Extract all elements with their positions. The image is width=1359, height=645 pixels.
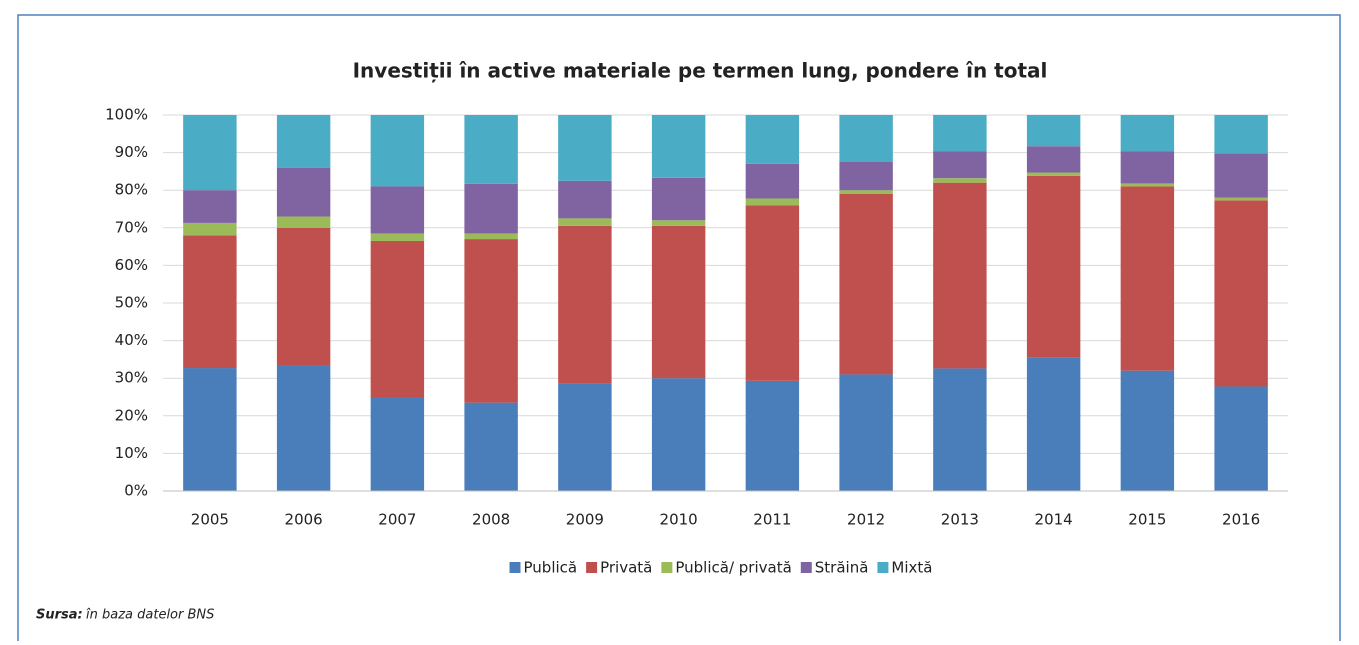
bar-segment	[276, 227, 331, 366]
x-tick-label: 2015	[1128, 511, 1166, 529]
bar-segment	[1026, 175, 1081, 358]
bar-segment	[933, 182, 987, 369]
bar-segment	[183, 190, 237, 223]
bar-segment	[651, 115, 706, 178]
legend-swatch	[586, 562, 598, 573]
bar-segment	[1120, 186, 1175, 371]
x-tick-label: 2014	[1035, 511, 1073, 529]
bar-segment	[370, 397, 425, 491]
bar-segment	[1214, 197, 1268, 201]
bar-segment	[464, 402, 518, 491]
bar-segment	[839, 193, 893, 375]
y-tick-label: 40%	[115, 331, 148, 349]
bar-segment	[558, 383, 612, 491]
y-tick-label: 10%	[115, 444, 148, 462]
bar-segment	[1026, 146, 1081, 173]
bar-segment	[933, 368, 987, 491]
bar-segment	[933, 151, 987, 179]
bar-segment	[651, 177, 706, 221]
x-tick-label: 2006	[285, 511, 323, 529]
bar-segment	[745, 163, 800, 199]
y-tick-label: 30%	[115, 369, 148, 387]
bar-segment	[558, 218, 612, 226]
bar-segment	[183, 368, 237, 491]
bar-segment	[745, 198, 800, 206]
y-tick-label: 70%	[115, 218, 148, 236]
bar-segment	[1120, 370, 1175, 491]
bar-segment	[839, 115, 893, 162]
bar-segment	[933, 115, 987, 152]
bar-segment	[276, 115, 331, 168]
bar-segment	[651, 220, 706, 226]
bar-segment	[1214, 115, 1268, 154]
legend-label: Publică	[524, 559, 578, 577]
y-tick-label: 0%	[124, 482, 148, 500]
y-tick-label: 50%	[115, 294, 148, 312]
bar-segment	[370, 115, 425, 187]
bar-segment	[183, 235, 237, 369]
x-tick-label: 2008	[472, 511, 510, 529]
bar-segment	[1214, 200, 1268, 387]
bar-segment	[370, 186, 425, 234]
chart-title: Investiții în active materiale pe termen…	[353, 59, 1048, 83]
bar-segment	[839, 162, 893, 191]
legend-label: Străină	[815, 559, 869, 577]
x-tick-label: 2007	[378, 511, 416, 529]
bar-segment	[464, 239, 518, 403]
bar-segment	[1214, 153, 1268, 198]
x-tick-label: 2013	[941, 511, 979, 529]
legend-swatch	[800, 562, 812, 573]
source-label: Sursa:	[36, 608, 83, 623]
bar-segment	[745, 380, 800, 491]
bar-segment	[651, 378, 706, 491]
x-tick-label: 2012	[847, 511, 885, 529]
bar-segment	[839, 374, 893, 491]
x-tick-label: 2010	[660, 511, 698, 529]
bar-segment	[1026, 115, 1081, 147]
bar-segment	[276, 167, 331, 217]
bar-segment	[1026, 172, 1081, 176]
bar-segment	[1214, 386, 1268, 491]
legend-label: Publică/ privată	[675, 559, 791, 577]
y-tick-label: 90%	[115, 143, 148, 161]
frame	[17, 14, 1341, 641]
y-tick-label: 100%	[105, 106, 148, 124]
bar-segment	[276, 365, 331, 491]
bar-segment	[370, 233, 425, 241]
bar-segment	[183, 115, 237, 191]
x-tick-label: 2011	[753, 511, 791, 529]
legend-swatch	[509, 562, 521, 573]
bar-segment	[745, 205, 800, 381]
bar-segment	[1120, 183, 1175, 187]
x-tick-label: 2005	[191, 511, 229, 529]
y-tick-label: 60%	[115, 256, 148, 274]
source-text: în baza datelor BNS	[86, 608, 214, 623]
bar-segment	[276, 216, 331, 228]
legend-label: Privată	[600, 559, 652, 577]
x-tick-label: 2016	[1222, 511, 1260, 529]
legend-swatch	[661, 562, 673, 573]
bar-segment	[464, 233, 518, 240]
legend-swatch	[877, 562, 889, 573]
bar-segment	[464, 183, 518, 234]
bar-segment	[1120, 115, 1175, 152]
bar-segment	[558, 115, 612, 181]
bar-segment	[839, 190, 893, 194]
legend-label: Mixtă	[891, 559, 932, 577]
y-tick-label: 20%	[115, 406, 148, 424]
bar-segment	[745, 115, 800, 164]
y-tick-label: 80%	[115, 181, 148, 199]
bar-segment	[651, 225, 706, 379]
bar-segment	[1120, 151, 1175, 184]
bar-segment	[558, 180, 612, 219]
bar-segment	[183, 222, 237, 236]
bar-segment	[558, 225, 612, 384]
legend: Publică Privată Publică/ privată Străină Mix…	[509, 559, 932, 577]
bar-segment	[933, 178, 987, 183]
x-tick-label: 2009	[566, 511, 604, 529]
bar-segment	[370, 240, 425, 397]
bar-segment	[464, 115, 518, 184]
bar-segment	[1026, 357, 1081, 491]
